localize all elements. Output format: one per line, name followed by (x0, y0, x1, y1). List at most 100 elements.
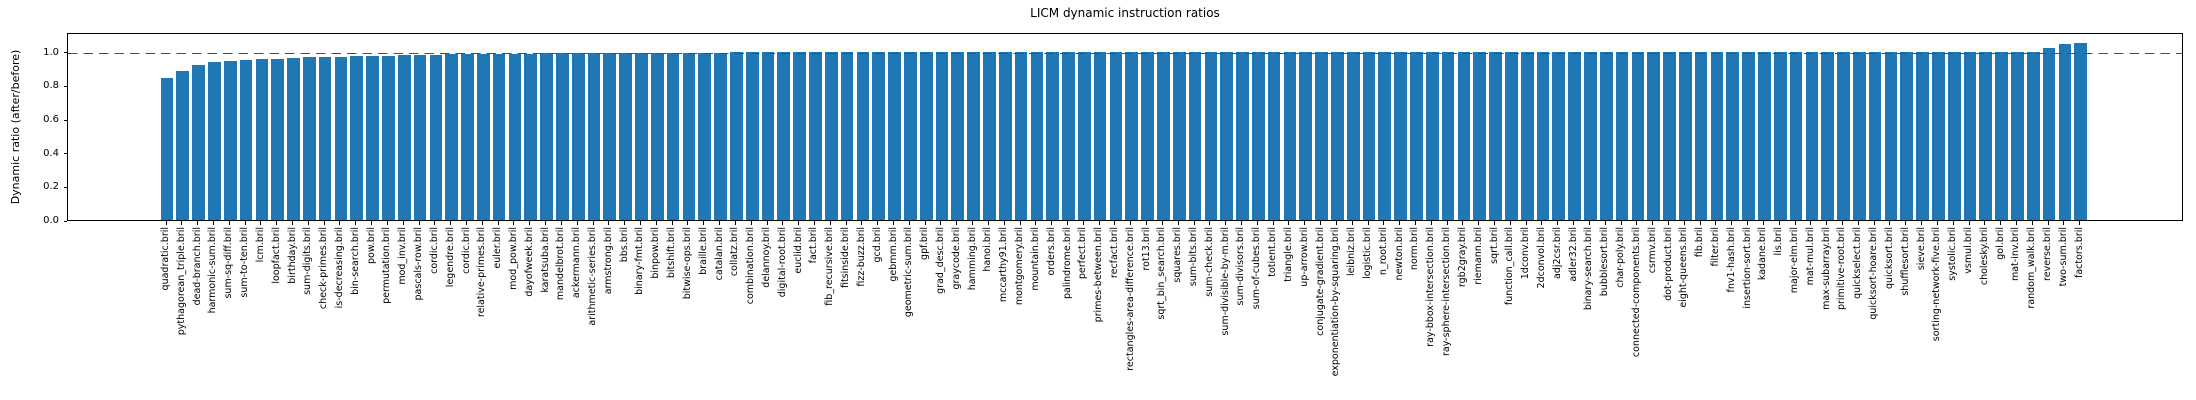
bar (1125, 51, 1139, 220)
x-tick-label: bitshift.bril (666, 227, 678, 279)
bar (919, 52, 933, 220)
x-tick-mark (466, 221, 467, 225)
bar (1331, 51, 1344, 220)
x-tick-label: mountain.bril (1029, 227, 1041, 291)
bar (1773, 51, 1787, 220)
x-tick-mark (1588, 221, 1590, 225)
x-tick-mark (165, 221, 167, 225)
y-tick-mark (63, 52, 67, 54)
x-tick-mark (1921, 221, 1923, 225)
x-tick-mark (228, 221, 230, 225)
x-tick-mark (212, 221, 214, 225)
bar (1220, 51, 1233, 220)
x-tick-mark (766, 221, 768, 225)
bar (650, 52, 664, 220)
x-tick-label: mccarthy91.bril (998, 227, 1010, 303)
x-tick-mark (1351, 221, 1353, 225)
x-tick-label: montgomery.bril (1014, 227, 1026, 306)
bar (1141, 51, 1154, 220)
bar (1647, 51, 1661, 220)
bar (824, 52, 838, 220)
x-tick-mark (260, 221, 262, 225)
x-tick-mark (1762, 221, 1764, 225)
bar (2074, 42, 2088, 220)
bar (1425, 51, 1439, 220)
x-tick-label: sum-digits.bril (302, 227, 314, 295)
x-tick-label: fitsinside.bril (840, 227, 852, 289)
x-tick-label: primitive-root.bril (1836, 227, 1848, 311)
x-tick-mark (402, 221, 404, 225)
x-tick-label: squares.bril (1172, 227, 1184, 283)
x-tick-label: 2dconvol.bril (1535, 227, 1547, 289)
bar (239, 60, 253, 220)
bar (1299, 51, 1313, 220)
x-tick-label: grad_desc.bril (934, 227, 946, 294)
x-tick-label: quickselect.bril (1852, 227, 1864, 299)
bar (1172, 51, 1186, 220)
bar (1852, 51, 1866, 220)
x-tick-mark (2031, 221, 2033, 225)
bar (698, 52, 712, 220)
x-tick-mark (481, 221, 483, 225)
x-tick-mark (1304, 221, 1306, 225)
bar (1536, 51, 1550, 220)
x-tick-mark (956, 221, 958, 225)
x-tick-mark (1272, 221, 1274, 225)
x-tick-label: kadane.bril (1757, 227, 1769, 281)
x-tick-label: rectangles-area-difference.bril (1124, 227, 1136, 371)
x-tick-mark (671, 221, 673, 225)
x-tick-label: sum-divisible-by-m.bril (1219, 227, 1231, 336)
bar (160, 77, 174, 220)
x-tick-mark (861, 221, 863, 225)
x-tick-label: totient.bril (1267, 227, 1279, 277)
bar (1552, 51, 1566, 220)
x-tick-label: newton.bril (1393, 227, 1405, 281)
x-tick-mark (197, 221, 199, 225)
x-tick-label: binary-search.bril (1583, 227, 1595, 311)
x-tick-label: pythagorean_triple.bril (175, 227, 187, 336)
bar (1710, 51, 1724, 220)
x-tick-label: arithmetic-series.bril (587, 227, 599, 326)
x-tick-mark (1240, 221, 1242, 225)
y-tick-mark (63, 153, 67, 155)
x-tick-label: mat-inv.bril (2010, 227, 2022, 282)
x-tick-mark (798, 221, 800, 225)
bar (935, 52, 949, 220)
x-tick-label: bin-search.bril (349, 227, 361, 295)
x-tick-label: sum-to-ten.bril (239, 227, 251, 298)
bar (1868, 51, 1882, 220)
x-tick-label: 1dconv.bril (1520, 227, 1532, 280)
bar (619, 52, 632, 220)
x-tick-label: conjugate-gradient.bril (1314, 227, 1326, 336)
bar (745, 52, 759, 220)
x-tick-label: gebmm.bril (887, 227, 899, 282)
x-tick-label: ray-bbox-intersection.bril (1425, 227, 1437, 347)
x-tick-label: dayofweek.bril (523, 227, 535, 297)
bar (1789, 51, 1803, 220)
bar (1188, 51, 1202, 220)
bar (777, 52, 791, 220)
x-tick-label: loopfact.bril (270, 227, 282, 284)
x-tick-mark (1573, 221, 1575, 225)
x-tick-label: delannoy.bril (761, 227, 772, 288)
bar (540, 53, 553, 220)
x-tick-mark (181, 221, 183, 225)
bar (2042, 48, 2056, 220)
x-tick-mark (592, 221, 594, 225)
x-tick-mark (734, 221, 736, 225)
x-tick-mark (2015, 221, 2017, 225)
bar (1109, 51, 1123, 220)
x-tick-label: pow.bril (365, 227, 377, 264)
x-tick-label: mandelbrot.bril (555, 227, 567, 301)
bar (382, 55, 395, 220)
x-tick-label: adj2csr.bril (1551, 227, 1563, 279)
x-tick-mark (1430, 221, 1432, 225)
bar (1283, 51, 1297, 220)
bar (967, 52, 980, 220)
bar (1805, 51, 1819, 220)
x-tick-label: char-poly.bril (1615, 227, 1627, 288)
x-tick-mark (1541, 221, 1543, 225)
x-tick-mark (1668, 221, 1670, 225)
x-tick-mark (545, 221, 547, 225)
bar (2026, 51, 2040, 220)
